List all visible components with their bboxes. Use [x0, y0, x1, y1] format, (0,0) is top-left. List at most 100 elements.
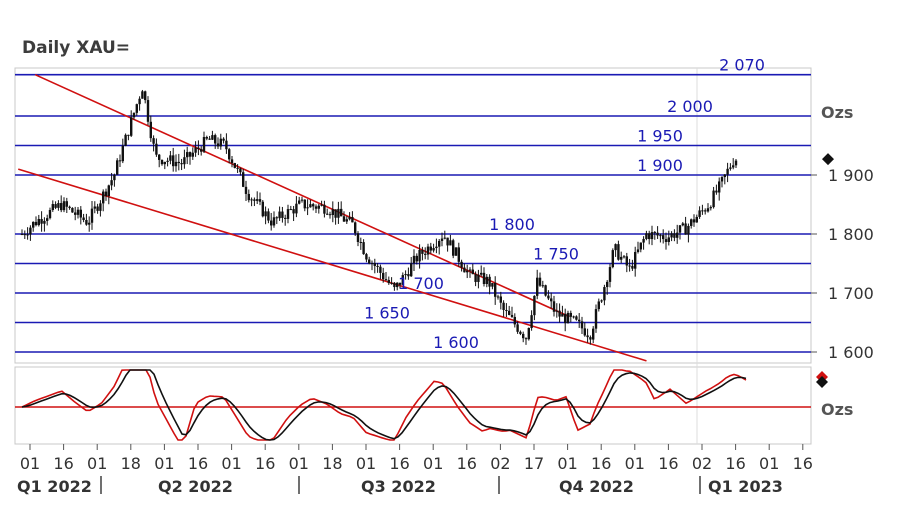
- candle-body: [684, 223, 687, 235]
- candle-body: [485, 276, 488, 285]
- candle-body: [594, 309, 598, 329]
- candle-body: [200, 149, 203, 152]
- candle-body: [572, 316, 575, 318]
- candle-body: [74, 212, 77, 215]
- candle-body: [712, 190, 715, 208]
- candle-body: [732, 165, 735, 168]
- candle-body: [208, 138, 211, 140]
- candle-body: [160, 159, 164, 165]
- candle-body: [474, 274, 477, 282]
- candle-body: [158, 154, 161, 160]
- candle-body: [334, 209, 337, 218]
- candle-body: [513, 316, 516, 325]
- candle-body: [608, 267, 612, 282]
- level-label: 1 700: [398, 274, 444, 293]
- candle-body: [580, 321, 584, 329]
- level-label: 2 000: [667, 97, 713, 116]
- candle-body: [432, 248, 435, 251]
- x-tick-label: 01: [20, 454, 40, 473]
- last-price-marker: [822, 153, 834, 166]
- candle-body: [76, 209, 80, 215]
- candle-body: [600, 300, 603, 302]
- candle-body: [533, 295, 536, 316]
- chart-title: Daily XAU=: [22, 38, 131, 58]
- oscillator: [15, 369, 828, 441]
- candle-body: [482, 272, 486, 285]
- candle-body: [54, 204, 57, 208]
- candle-body: [172, 155, 175, 167]
- candle-body: [250, 199, 253, 201]
- candle-body: [636, 249, 640, 252]
- candle-body: [138, 98, 141, 105]
- candle-body: [340, 208, 343, 217]
- candle-body: [502, 302, 505, 310]
- quarter-label: Q4 2022: [559, 477, 634, 496]
- candle-body: [141, 91, 144, 99]
- candle-body: [121, 145, 124, 162]
- x-tick-label: 01: [221, 454, 241, 473]
- candle-body: [401, 275, 404, 285]
- level-labels: 2 070 2 000 1 950 1 900 1 800 1 750 1 700 1 650…: [364, 56, 765, 352]
- candle-body: [127, 134, 130, 136]
- candle-body: [124, 134, 127, 146]
- candle-body: [418, 250, 421, 262]
- candle-body: [351, 217, 354, 223]
- x-tick-label: 18: [121, 454, 141, 473]
- candle-body: [71, 207, 74, 213]
- candle-body: [298, 200, 301, 204]
- candle-body: [328, 214, 332, 216]
- price-candles: [20, 89, 738, 345]
- candle-body: [99, 203, 102, 211]
- level-label: 1 900: [637, 156, 683, 175]
- candle-body: [292, 209, 295, 214]
- candle-body: [29, 227, 32, 235]
- y-tick-label: 1 600: [828, 343, 874, 362]
- candle-body: [530, 315, 533, 329]
- x-tick-label: 02: [692, 454, 712, 473]
- candle-body: [449, 240, 452, 246]
- candle-body: [345, 219, 348, 222]
- candle-body: [149, 121, 152, 139]
- level-label: 1 950: [637, 127, 683, 146]
- candle-body: [429, 246, 432, 251]
- candle-body: [396, 282, 399, 288]
- candle-body: [390, 282, 393, 284]
- candle-body: [555, 310, 558, 312]
- candle-body: [186, 152, 189, 158]
- candle-body: [82, 217, 85, 220]
- candle-body: [592, 328, 595, 340]
- candle-body: [443, 237, 446, 239]
- candle-body: [68, 206, 71, 208]
- candle-body: [62, 201, 66, 211]
- candle-body: [611, 250, 614, 268]
- oscillator-marker-main: [816, 376, 828, 388]
- candle-body: [715, 190, 718, 193]
- candle-body: [303, 199, 306, 209]
- candle-body: [659, 235, 662, 237]
- candle-body: [424, 253, 427, 255]
- candle-body: [516, 324, 519, 332]
- candle-body: [387, 279, 390, 284]
- x-tick-label: 01: [759, 454, 779, 473]
- candle-body: [306, 207, 309, 209]
- candle-body: [706, 208, 710, 212]
- candle-body: [317, 205, 320, 209]
- candle-body: [323, 204, 326, 214]
- quarter-label: Q1 2022: [17, 477, 92, 496]
- x-tick-label: 01: [87, 454, 107, 473]
- x-tick-label: 18: [322, 454, 342, 473]
- candle-body: [267, 211, 270, 221]
- candle-body: [46, 218, 49, 221]
- candle-body: [415, 255, 418, 262]
- candle-body: [314, 206, 318, 209]
- candle-body: [169, 155, 172, 161]
- candle-body: [116, 160, 119, 175]
- candle-body: [214, 135, 217, 144]
- x-tick-label: 01: [423, 454, 443, 473]
- candle-body: [90, 208, 94, 223]
- candle-body: [564, 313, 567, 324]
- candle-body: [57, 203, 60, 208]
- candle-body: [261, 201, 264, 217]
- candle-body: [225, 140, 228, 150]
- candle-body: [468, 269, 472, 271]
